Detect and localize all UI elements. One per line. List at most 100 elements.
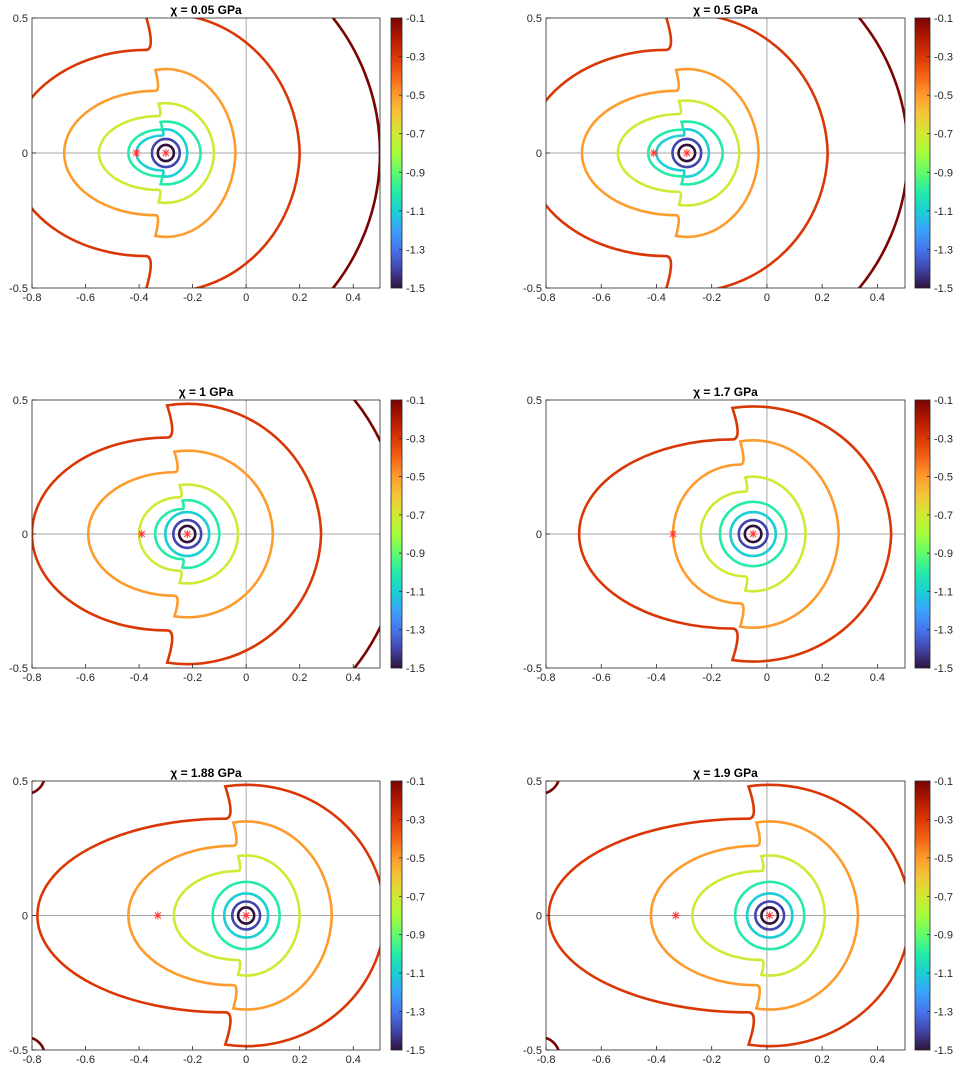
contour-level — [691, 854, 827, 977]
contour-panel: -0.8 -0.6 -0.4 -0.2 0 0.2 0.4 -0.5 0 0.5 χ = 1.7 G… — [523, 385, 953, 684]
x-tick-label: -0.4 — [647, 1054, 666, 1066]
star-marker — [749, 530, 758, 538]
x-tick-label: -0.2 — [183, 1054, 202, 1066]
panel-title: χ = 0.05 GPa — [170, 3, 242, 17]
x-tick-label: -0.6 — [76, 672, 95, 684]
panel-title: χ = 1.7 GPa — [693, 385, 758, 399]
colorbar-tick-label: -0.1 — [406, 13, 425, 25]
contour-level — [580, 67, 760, 239]
colorbar-tick-label: -0.9 — [934, 930, 953, 942]
panel-title: χ = 1.9 GPa — [693, 766, 758, 780]
contour-level — [331, 18, 380, 288]
contour-level — [718, 500, 788, 568]
colorbar-tick-label: -0.7 — [934, 510, 953, 522]
contour-level — [156, 143, 176, 163]
y-tick-label: 0.5 — [13, 395, 28, 407]
colorbar-tick-label: -0.5 — [406, 853, 425, 865]
y-tick-label: 0 — [536, 911, 542, 923]
colorbar-tick-label: -0.7 — [406, 129, 425, 141]
star-marker — [669, 530, 678, 538]
contour-lines — [578, 405, 893, 663]
colorbar-tick-label: -0.3 — [406, 814, 425, 826]
y-tick-label: 0.5 — [527, 776, 542, 788]
contour-level — [150, 137, 182, 169]
y-tick-label: -0.5 — [9, 283, 28, 295]
x-tick-label: 0.2 — [292, 1054, 307, 1066]
x-tick-label: -0.4 — [130, 292, 149, 304]
star-marker — [682, 149, 691, 157]
colorbar-tick-label: -0.5 — [934, 90, 953, 102]
contour-level — [32, 18, 301, 288]
contour-level — [177, 524, 197, 544]
colorbar-tick-label: -1.1 — [406, 586, 425, 598]
star-marker — [671, 911, 680, 920]
colorbar-tick-label: -1.3 — [406, 244, 425, 256]
colorbar-tick-label: -0.7 — [934, 129, 953, 141]
panel-title: χ = 0.5 GPa — [693, 3, 758, 17]
contour-panel: -0.8 -0.6 -0.4 -0.2 0 0.2 0.4 -0.5 0 0.5 χ = 1 GPa… — [9, 385, 425, 684]
x-tick-label: 0.4 — [346, 292, 361, 304]
contour-lines — [32, 781, 380, 1050]
colorbar-tick-label: -0.9 — [934, 167, 953, 179]
contour-level — [87, 449, 275, 619]
x-tick-label: -0.8 — [537, 672, 556, 684]
colorbar-tick-label: -0.7 — [406, 891, 425, 903]
x-tick-label: -0.6 — [592, 1054, 611, 1066]
contour-level — [671, 137, 703, 169]
y-tick-label: -0.5 — [523, 663, 542, 675]
colorbar-tick-label: -1.5 — [934, 1045, 953, 1057]
contour-level — [729, 510, 778, 558]
y-tick-label: 0 — [22, 148, 28, 160]
contour-level — [754, 900, 786, 931]
y-tick-label: 0.5 — [527, 395, 542, 407]
contour-level — [97, 101, 216, 205]
star-marker — [242, 911, 251, 920]
star-marker — [765, 911, 774, 920]
x-tick-label: 0 — [764, 672, 770, 684]
colorbar-tick-label: -1.5 — [406, 283, 425, 295]
x-tick-label: 0 — [243, 1054, 249, 1066]
colorbar-tick-label: -1.1 — [406, 968, 425, 980]
colorbar-tick-label: -0.7 — [406, 510, 425, 522]
contour-lines — [32, 18, 380, 288]
colorbar-tick-label: -0.1 — [934, 13, 953, 25]
contour-level — [646, 120, 725, 186]
x-tick-label: -0.2 — [702, 672, 721, 684]
panel-title: χ = 1.88 GPa — [170, 766, 242, 780]
x-tick-label: -0.4 — [130, 1054, 149, 1066]
star-marker — [153, 911, 162, 920]
x-tick-label: 0.2 — [815, 1054, 830, 1066]
colorbar-tick-label: -0.5 — [934, 853, 953, 865]
colorbar-tick-label: -0.1 — [406, 395, 425, 407]
colorbar-tick-label: -0.9 — [406, 930, 425, 942]
colorbar — [390, 780, 403, 1051]
y-tick-label: 0.5 — [13, 776, 28, 788]
x-tick-label: 0 — [243, 672, 249, 684]
contour-panel: -0.8 -0.6 -0.4 -0.2 0 0.2 0.4 -0.5 0 0.5 χ = 0.5 G… — [523, 3, 953, 304]
y-tick-label: -0.5 — [523, 283, 542, 295]
star-marker — [137, 530, 146, 538]
x-tick-label: -0.6 — [592, 672, 611, 684]
x-tick-label: -0.8 — [23, 292, 42, 304]
y-tick-label: -0.5 — [523, 1045, 542, 1057]
x-tick-label: 0 — [764, 1054, 770, 1066]
y-tick-label: -0.5 — [9, 1045, 28, 1057]
contour-level — [222, 892, 270, 939]
contour-level — [32, 781, 46, 795]
y-tick-label: 0.5 — [13, 13, 28, 25]
contour-level — [211, 880, 281, 951]
colorbar-tick-label: -1.3 — [406, 1007, 425, 1019]
colorbar — [390, 399, 403, 669]
y-tick-label: 0 — [536, 529, 542, 541]
colorbar-tick-label: -1.1 — [934, 968, 953, 980]
x-tick-label: -0.6 — [76, 292, 95, 304]
colorbar — [914, 17, 931, 289]
contour-panel: -0.8 -0.6 -0.4 -0.2 0 0.2 0.4 -0.5 0 0.5 χ = 0.05 … — [9, 3, 425, 304]
colorbar-tick-label: -0.1 — [934, 395, 953, 407]
panel-title: χ = 1 GPa — [179, 385, 234, 399]
contour-level — [127, 120, 202, 186]
contour-lines — [546, 18, 905, 288]
contour-level — [677, 143, 697, 163]
x-tick-label: 0.4 — [346, 672, 361, 684]
contour-level — [127, 820, 334, 1011]
